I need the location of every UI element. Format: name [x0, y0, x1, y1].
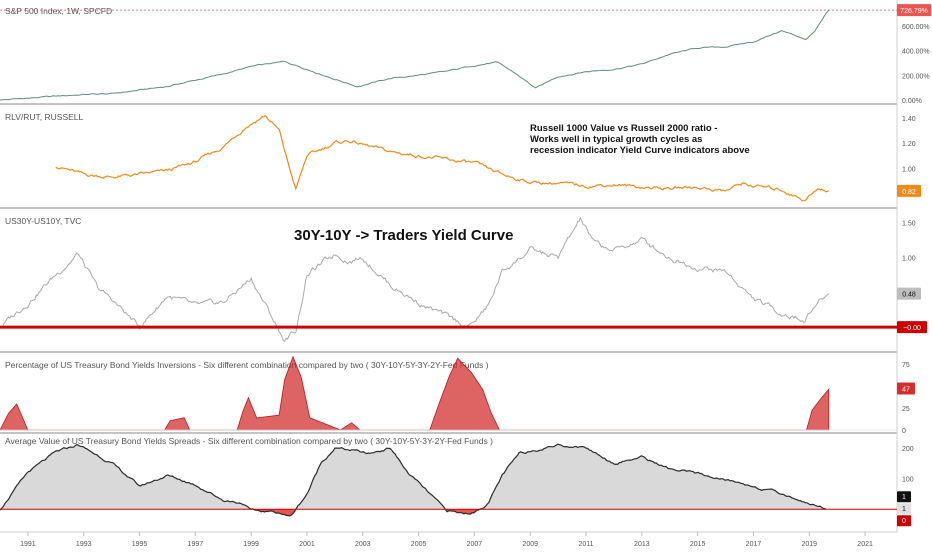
- time-tick-label-4: 1999: [243, 541, 259, 548]
- time-tick-label-0: 1991: [20, 541, 36, 548]
- spx-tick-label-1: 400.00%: [902, 49, 930, 56]
- inversion-tick-label-3: 0: [902, 428, 906, 435]
- time-tick-label-7: 2005: [411, 541, 427, 548]
- spx-last-badge-label: 726.79%: [900, 8, 928, 15]
- spx-last-badge: [897, 4, 931, 17]
- spread-series-line: [0, 443, 827, 517]
- time-tick-label-14: 2019: [801, 541, 817, 548]
- rlv-tick-label-1: 1.20: [902, 141, 916, 148]
- spread-badge-label-0: 1: [902, 494, 906, 501]
- rlv-last-badge: [897, 184, 921, 197]
- spread-negative-area: [0, 509, 826, 516]
- rlv-last-badge-label: 0.82: [902, 189, 916, 196]
- spread-tick-label-1: 100: [902, 477, 914, 484]
- yield-annotation: 30Y-10Y -> Traders Yield Curve: [294, 227, 513, 244]
- inversion-tick-label-2: 25: [902, 406, 910, 413]
- inversion-last-badge: [897, 382, 915, 395]
- rlv-annotation-line-3: recession indicator Yield Curve indicato…: [530, 145, 750, 156]
- spread-tick-label-0: 200: [902, 446, 914, 453]
- spread-badge-label-2: 0: [902, 518, 906, 525]
- time-tick-label-9: 2009: [522, 541, 538, 548]
- yield-last-badge-label: 0.48: [902, 292, 916, 299]
- time-tick-label-5: 2001: [299, 541, 315, 548]
- yield-zero-badge: [897, 321, 927, 334]
- spread-badge-label-1: 1: [902, 506, 906, 513]
- spread-positive-area: [0, 444, 826, 510]
- time-tick-label-6: 2003: [355, 541, 371, 548]
- spx-tick-label-2: 200.00%: [902, 73, 930, 80]
- rlv-annotation-line-1: Russell 1000 Value vs Russell 2000 ratio…: [530, 123, 717, 134]
- spx-tick-label-0: 600.00%: [902, 24, 930, 31]
- spx-series-line: [0, 9, 830, 101]
- yield-panel-title: US30Y-US10Y, TVC: [5, 216, 81, 226]
- time-tick-label-11: 2013: [634, 541, 650, 548]
- rlv-tick-label-2: 1.00: [902, 166, 916, 173]
- time-tick-label-2: 1995: [132, 541, 148, 548]
- rlv-annotation-line-2: Works well in typical growth cycles as: [530, 134, 702, 145]
- time-tick-label-8: 2007: [467, 541, 483, 548]
- yield-series-line: [0, 216, 830, 342]
- spread-panel-title: Average Value of US Treasury Bond Yields…: [5, 436, 493, 446]
- spx-panel-title: S&P 500 Index, 1W, SPCFD: [5, 6, 112, 16]
- yield-zero-badge-label: −0.00: [903, 325, 921, 332]
- rlv-series-line: [55, 115, 829, 202]
- spx-tick-label-3: 0.00%: [902, 98, 922, 105]
- yield-last-badge: [897, 287, 921, 300]
- yield-tick-label-0: 1.50: [902, 220, 916, 227]
- spread-badge-1: [897, 503, 911, 515]
- time-tick-label-1: 1993: [76, 541, 92, 548]
- time-tick-label-12: 2015: [690, 541, 706, 548]
- time-tick-label-15: 2021: [857, 541, 873, 548]
- inversion-last-badge-label: 47: [902, 387, 910, 394]
- time-tick-label-13: 2017: [746, 541, 762, 548]
- time-tick-label-10: 2011: [579, 541, 594, 548]
- inversion-tick-label-0: 75: [902, 362, 910, 369]
- rlv-tick-label-0: 1.40: [902, 116, 916, 123]
- time-tick-label-3: 1997: [188, 541, 204, 548]
- spread-badge-2: [897, 515, 911, 527]
- yield-tick-label-1: 1.00: [902, 255, 916, 262]
- inversion-panel-title: Percentage of US Treasury Bond Yields In…: [5, 360, 489, 370]
- spread-badge-0: [897, 491, 911, 503]
- rlv-panel-title: RLV/RUT, RUSSELL: [5, 112, 84, 122]
